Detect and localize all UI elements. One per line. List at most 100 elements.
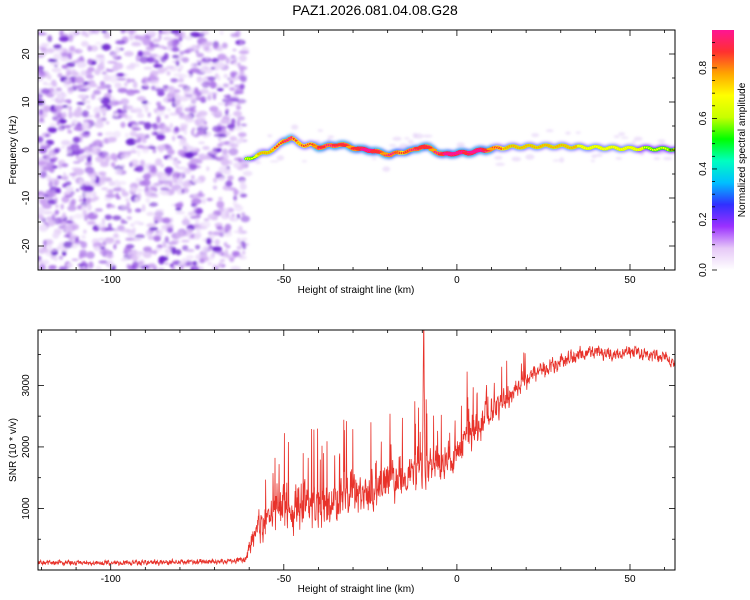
noise-blob — [99, 56, 106, 63]
noise-blob — [193, 260, 197, 266]
noise-blob — [240, 215, 250, 223]
snr-frame — [37, 329, 676, 571]
noise-blob — [181, 114, 193, 120]
noise-blob — [195, 244, 201, 250]
noise-blob — [93, 139, 103, 147]
noise-blob — [82, 197, 87, 203]
noise-blob — [86, 155, 92, 163]
noise-blob — [47, 190, 57, 198]
noise-blob — [48, 265, 57, 270]
noise-blob — [64, 180, 72, 187]
noise-blob — [131, 238, 142, 241]
noise-blob — [56, 119, 60, 126]
noise-blob — [107, 61, 118, 64]
noise-blob — [48, 127, 57, 133]
x-tick-label: 0 — [454, 275, 460, 286]
noise-blob — [141, 51, 151, 56]
noise-blob — [185, 151, 194, 159]
noise-blob — [48, 149, 57, 157]
noise-blob — [177, 166, 187, 170]
noise-blob — [61, 163, 69, 168]
noise-blob — [80, 40, 89, 47]
noise-blob — [175, 249, 182, 256]
halo-blob — [269, 160, 279, 163]
noise-blob — [108, 75, 118, 83]
noise-blob — [200, 65, 210, 73]
noise-blob — [97, 97, 103, 101]
noise-blob — [219, 259, 225, 263]
noise-blob — [69, 201, 76, 207]
noise-blob — [106, 68, 110, 72]
noise-blob — [183, 87, 193, 96]
noise-blob — [180, 139, 186, 144]
noise-blob — [167, 247, 171, 256]
noise-blob — [70, 143, 80, 151]
noise-blob — [158, 177, 168, 182]
noise-blob — [107, 223, 112, 229]
noise-blob — [91, 147, 101, 155]
noise-blob — [158, 33, 162, 41]
ridge-core — [486, 147, 496, 151]
noise-blob — [105, 193, 116, 198]
noise-blob — [125, 105, 134, 110]
noise-blob — [51, 67, 62, 73]
noise-blob — [143, 173, 151, 180]
noise-blob — [104, 214, 113, 220]
noise-blob — [86, 205, 91, 210]
noise-blob — [69, 232, 77, 240]
noise-blob — [225, 57, 231, 64]
noise-blob — [229, 97, 239, 102]
x-tick-label: -100 — [101, 275, 121, 286]
colorbar-ticks: 0.0 0.2 0.4 0.6 0.8 — [698, 42, 717, 277]
noise-blob — [217, 143, 223, 148]
noise-blob — [114, 239, 121, 245]
noise-blob — [148, 165, 157, 170]
noise-blob — [138, 261, 144, 265]
noise-blob — [220, 158, 230, 166]
colorbar-tick-label: 0.8 — [698, 61, 709, 75]
noise-blob — [169, 122, 173, 129]
noise-blob — [67, 205, 77, 212]
noise-blob — [113, 233, 119, 238]
noise-blob — [128, 115, 133, 121]
noise-blob — [47, 249, 58, 253]
noise-blob — [238, 255, 247, 260]
noise-blob — [83, 146, 94, 153]
noise-blob — [121, 188, 126, 195]
noise-blob — [85, 33, 89, 38]
noise-blob — [120, 30, 126, 34]
noise-blob — [232, 48, 237, 52]
noise-blob — [87, 45, 92, 52]
noise-blob — [149, 73, 155, 80]
noise-blob — [55, 61, 60, 66]
noise-blob — [116, 196, 121, 200]
noise-blob — [238, 100, 245, 104]
noise-blob — [108, 205, 117, 209]
noise-blob — [193, 194, 198, 198]
noise-blob — [209, 105, 219, 113]
noise-blob — [63, 241, 73, 249]
noise-blob — [93, 191, 97, 199]
noise-blob — [52, 157, 58, 161]
snr-ticks: -100 -50 0 50 1000 2000 3000 — [21, 330, 675, 585]
noise-blob — [125, 65, 136, 70]
noise-blob — [115, 40, 126, 45]
snr-panel: -100 -50 0 50 1000 2000 3000 Height of straigh… — [8, 329, 676, 595]
noise-blob — [71, 68, 77, 76]
noise-blob — [154, 211, 164, 217]
noise-blob — [185, 48, 195, 52]
noise-blob — [136, 144, 145, 149]
noise-blob — [239, 70, 245, 76]
y-tick-label: 20 — [21, 48, 32, 60]
noise-blob — [154, 187, 158, 193]
noise-blob — [232, 201, 238, 206]
noise-blob — [101, 174, 107, 181]
noise-blob — [206, 237, 212, 245]
noise-blob — [169, 217, 174, 223]
noise-blob — [64, 79, 71, 83]
noise-blob — [47, 244, 53, 250]
noise-blob — [211, 253, 216, 258]
noise-blob — [48, 180, 54, 188]
noise-blob — [227, 123, 236, 129]
noise-blob — [156, 115, 161, 124]
